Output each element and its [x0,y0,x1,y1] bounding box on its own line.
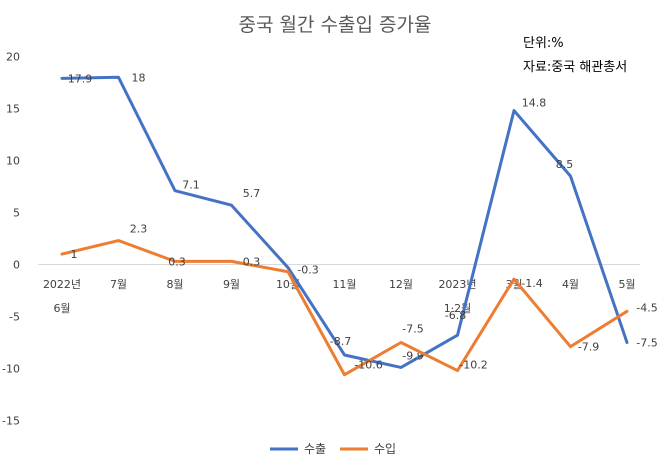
y-tick-label: 5 [13,207,20,220]
x-tick-label: 6월 [53,302,70,315]
x-tick-label: 9월 [223,278,240,291]
data-label: -4.5 [636,301,657,314]
x-tick-label: 4월 [562,278,579,291]
data-label: -6.8 [445,309,466,322]
data-label: 0.3 [243,255,261,268]
data-label: -8.7 [330,335,351,348]
x-tick-label: 7월 [110,278,127,291]
data-label: 17.9 [68,72,93,85]
data-label: -7.9 [578,341,599,354]
data-label: 14.8 [522,97,547,110]
series-line-import [60,239,629,377]
data-label: 1 [71,248,78,261]
x-tick-label: 11월 [332,278,356,291]
data-label: -10.2 [459,359,487,372]
x-tick-label: 2023년 [438,278,476,291]
y-tick-label: -10 [2,363,20,376]
unit-note: 단위:% [523,36,564,51]
series-line-export [60,75,629,369]
y-tick-label: -15 [2,415,20,428]
y-tick-label: 0 [13,259,20,272]
data-label: 5.7 [243,187,261,200]
y-tick-label: -5 [9,311,20,324]
data-label: 8.5 [556,158,574,171]
data-label: 0.3 [168,255,186,268]
data-label: 2.3 [130,223,148,236]
x-tick-label: 2022년 [43,278,81,291]
data-label: -10.6 [354,359,382,372]
data-label: -1.4 [521,277,542,290]
x-tick-label: 8월 [166,278,183,291]
chart-title: 중국 월간 수출입 증가율 [238,14,432,36]
legend-label: 수입 [374,442,396,456]
source-note: 자료:중국 해관총서 [523,60,628,75]
data-label: -7.5 [636,337,657,350]
data-label: 18 [132,71,146,84]
data-label: 7.1 [182,179,200,192]
y-tick-label: 20 [6,51,20,64]
data-label: -0.3 [297,264,318,277]
data-label: -7.5 [402,323,423,336]
x-tick-label: 5월 [618,278,635,291]
x-tick-label: 12월 [389,278,413,291]
y-tick-label: 15 [6,103,20,116]
y-tick-label: 10 [6,155,20,168]
legend-label: 수출 [304,442,326,456]
